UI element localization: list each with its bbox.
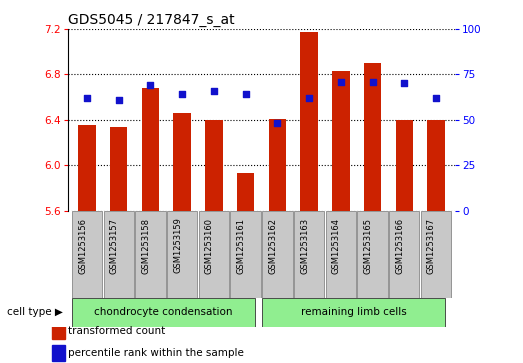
Point: [178, 91, 186, 97]
Bar: [262, 298, 445, 327]
Bar: [167, 211, 197, 298]
Bar: [427, 120, 445, 211]
Text: cell type ▶: cell type ▶: [7, 307, 63, 317]
Text: chondrocyte condensation: chondrocyte condensation: [94, 307, 232, 317]
Text: GSM1253167: GSM1253167: [427, 217, 436, 274]
Bar: [72, 298, 255, 327]
Text: GSM1253162: GSM1253162: [268, 217, 277, 273]
Text: GSM1253166: GSM1253166: [395, 217, 404, 274]
Bar: [205, 120, 223, 211]
Bar: [395, 120, 413, 211]
Bar: [269, 119, 286, 211]
Bar: [78, 126, 96, 211]
Bar: [110, 127, 128, 211]
Bar: [326, 211, 356, 298]
Text: remaining limb cells: remaining limb cells: [301, 307, 406, 317]
Bar: [262, 211, 292, 298]
Bar: [357, 211, 388, 298]
Bar: [231, 211, 261, 298]
Point: [242, 91, 250, 97]
Text: GSM1253161: GSM1253161: [236, 217, 246, 273]
Text: transformed count: transformed count: [68, 326, 165, 337]
Bar: [300, 32, 318, 211]
Text: GSM1253156: GSM1253156: [78, 217, 87, 273]
Point: [305, 95, 313, 101]
Text: GSM1253163: GSM1253163: [300, 217, 309, 274]
Point: [210, 88, 218, 94]
Bar: [199, 211, 229, 298]
Text: percentile rank within the sample: percentile rank within the sample: [68, 348, 244, 358]
Text: GDS5045 / 217847_s_at: GDS5045 / 217847_s_at: [68, 13, 235, 26]
Point: [115, 97, 123, 103]
Point: [83, 95, 91, 101]
Text: GSM1253160: GSM1253160: [205, 217, 214, 273]
Point: [273, 121, 281, 126]
Bar: [420, 211, 451, 298]
Bar: [174, 113, 191, 211]
Text: GSM1253165: GSM1253165: [363, 217, 372, 273]
Bar: [142, 88, 159, 211]
Text: GSM1253159: GSM1253159: [173, 217, 182, 273]
Point: [400, 81, 408, 86]
Bar: [135, 211, 166, 298]
Text: GSM1253164: GSM1253164: [332, 217, 341, 273]
Point: [432, 95, 440, 101]
Point: [146, 82, 155, 88]
Point: [337, 79, 345, 85]
Bar: [104, 211, 134, 298]
Bar: [294, 211, 324, 298]
Bar: [52, 323, 65, 339]
Bar: [72, 211, 103, 298]
Bar: [332, 71, 349, 211]
Bar: [52, 345, 65, 361]
Text: GSM1253158: GSM1253158: [141, 217, 151, 273]
Bar: [389, 211, 419, 298]
Text: GSM1253157: GSM1253157: [110, 217, 119, 273]
Point: [368, 79, 377, 85]
Bar: [364, 63, 381, 211]
Bar: [237, 173, 254, 211]
